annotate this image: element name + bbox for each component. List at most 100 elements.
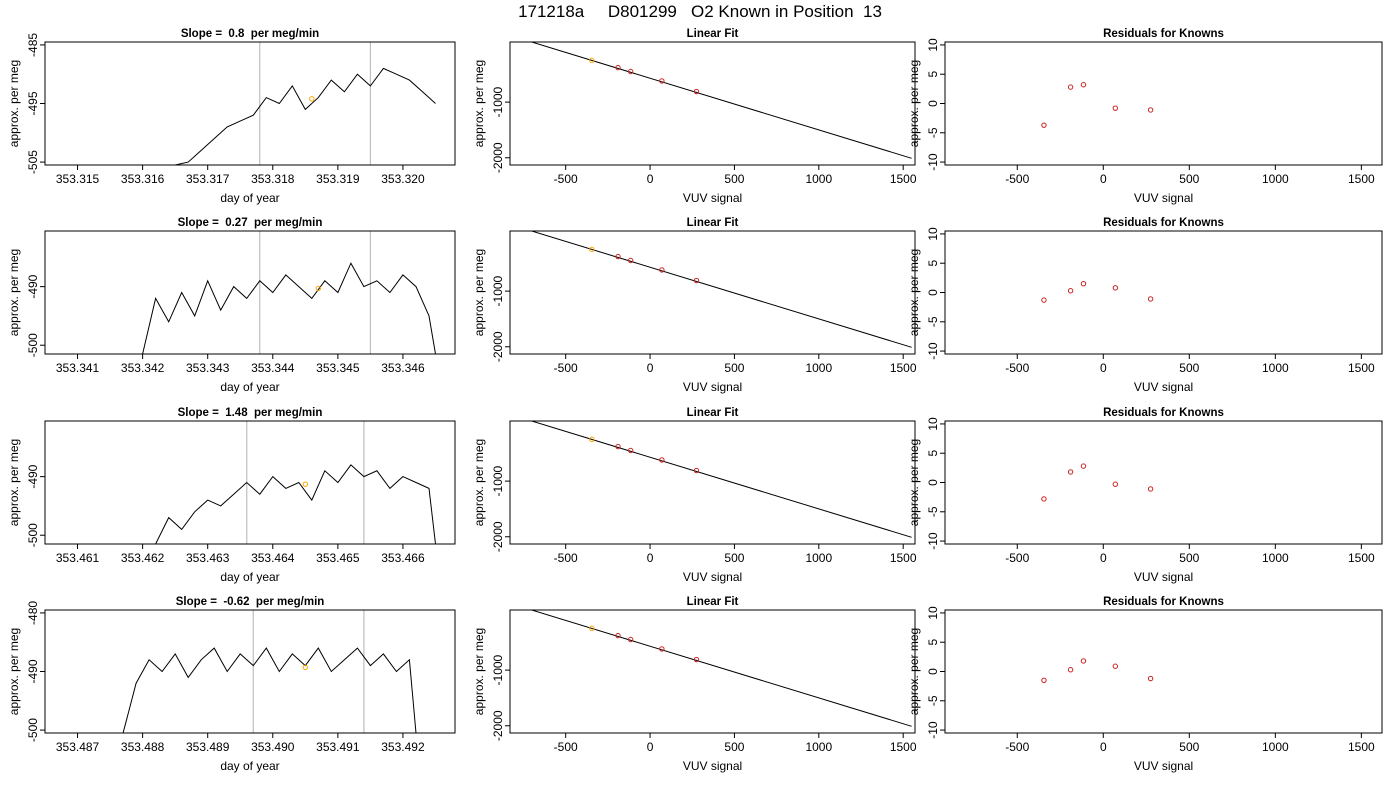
y-tick-label: -10 — [926, 342, 940, 360]
x-tick-label: 353.488 — [121, 740, 165, 754]
reference-point — [309, 96, 315, 102]
data-point — [1147, 486, 1154, 492]
data-point — [1041, 677, 1047, 683]
y-tick-label: -495 — [26, 91, 40, 115]
x-tick-label: 353.341 — [56, 361, 100, 375]
x-tick-label: 0 — [647, 361, 654, 375]
x-axis-label: VUV signal — [683, 759, 742, 773]
y-tick-label: -10 — [926, 532, 940, 550]
x-tick-label: 353.464 — [251, 551, 295, 565]
y-tick-label: -1000 — [491, 275, 505, 306]
x-axis-label: VUV signal — [1134, 380, 1193, 394]
y-axis-label: approx. per meg — [907, 60, 921, 147]
plot-frame — [509, 609, 916, 734]
panel-9: Residuals for Knowns -500 0 500 1000 1500 10 5 0… — [907, 407, 1383, 584]
fit-line — [529, 231, 912, 348]
signal-trace — [175, 67, 436, 165]
panel-5: Linear Fit -500 0 500 1000 1500 -1000 -2000 VUV … — [472, 217, 917, 394]
x-tick-label: 353.492 — [381, 740, 425, 754]
y-axis-label: approx. per meg — [907, 628, 921, 715]
x-axis-label: VUV signal — [683, 570, 742, 584]
panel-title: Residuals for Knowns — [1103, 28, 1224, 40]
data-point — [589, 246, 595, 253]
y-tick-label: -2000 — [491, 331, 505, 362]
data-point — [1147, 296, 1154, 302]
y-tick-label: -500 — [26, 718, 40, 742]
data-point — [1041, 297, 1047, 303]
y-tick-label: -10 — [926, 153, 940, 171]
panel-title: Slope = 1.48 per meg/min — [178, 407, 323, 419]
x-tick-label: 353.342 — [121, 361, 165, 375]
panel-2: Linear Fit -500 0 500 1000 1500 -1000 -2000 VUV … — [472, 28, 917, 205]
x-tick-label: 1500 — [890, 740, 917, 754]
x-tick-label: 0 — [647, 740, 654, 754]
data-point — [693, 277, 700, 284]
y-axis-label: approx. per meg — [472, 439, 486, 526]
x-tick-label: 500 — [724, 740, 744, 754]
y-tick-label: -5 — [926, 127, 940, 138]
data-point — [1112, 285, 1119, 291]
x-tick-label: 1500 — [1348, 172, 1375, 186]
y-axis-label: approx. per meg — [7, 439, 21, 526]
y-tick-label: -1000 — [491, 465, 505, 496]
x-tick-label: 353.317 — [186, 172, 230, 186]
panel-11: Linear Fit -500 0 500 1000 1500 -1000 -2000 VUV … — [472, 596, 917, 773]
y-tick-label: 0 — [926, 479, 940, 486]
x-tick-label: 0 — [1100, 172, 1107, 186]
y-tick-label: -480 — [26, 601, 40, 625]
x-tick-label: 1000 — [805, 361, 832, 375]
x-tick-label: 1000 — [1262, 740, 1289, 754]
y-axis-label: approx. per meg — [7, 628, 21, 715]
panel-10: Slope = -0.62 per meg/min 353.487 353.488 3… — [7, 596, 456, 773]
data-point — [1080, 82, 1087, 88]
signal-trace — [142, 262, 436, 354]
y-tick-label: -10 — [926, 721, 940, 739]
panel-1: Slope = 0.8 per meg/min 353.315 353.316 353… — [7, 28, 456, 205]
x-tick-label: 353.466 — [381, 551, 425, 565]
x-tick-label: 353.487 — [56, 740, 100, 754]
x-tick-label: -500 — [554, 551, 578, 565]
y-axis-label: approx. per meg — [7, 249, 21, 336]
x-tick-label: 500 — [1179, 551, 1199, 565]
data-point — [659, 457, 665, 463]
x-tick-label: -500 — [1005, 361, 1029, 375]
data-point — [1080, 281, 1087, 287]
panel-4: Slope = 0.27 per meg/min 353.341 353.342 35… — [7, 217, 456, 394]
x-tick-label: 353.344 — [251, 361, 295, 375]
x-tick-label: 0 — [647, 172, 654, 186]
plot-frame — [944, 609, 1383, 734]
panel-8: Linear Fit -500 0 500 1000 1500 -1000 -2000 VUV … — [472, 407, 917, 584]
y-tick-label: -490 — [26, 464, 40, 488]
data-point — [1080, 463, 1087, 469]
panel-3: Residuals for Knowns -500 0 500 1000 1500 10 5 0… — [907, 28, 1383, 205]
plot-frame — [44, 420, 456, 545]
plot-frame — [44, 230, 456, 355]
figure-title: 171218a D801299 O2 Known in Position 13 — [518, 2, 882, 21]
x-tick-label: 353.465 — [316, 551, 360, 565]
plot-frame — [944, 230, 1383, 355]
y-tick-label: 0 — [926, 668, 940, 675]
y-tick-label: 10 — [926, 227, 940, 241]
x-tick-label: 353.463 — [186, 551, 230, 565]
data-point — [1147, 107, 1154, 113]
panel-title: Residuals for Knowns — [1103, 407, 1224, 419]
y-tick-label: 5 — [926, 260, 940, 267]
panel-title: Linear Fit — [687, 596, 739, 608]
x-axis-label: day of year — [220, 759, 279, 773]
x-tick-label: 353.346 — [381, 361, 425, 375]
y-tick-label: -505 — [26, 150, 40, 174]
x-tick-label: 353.320 — [381, 172, 425, 186]
data-point — [1041, 122, 1047, 128]
x-tick-label: 500 — [724, 361, 744, 375]
x-tick-label: 353.315 — [56, 172, 100, 186]
y-tick-label: 10 — [926, 606, 940, 620]
data-point — [1147, 675, 1154, 682]
data-point — [1067, 469, 1074, 475]
x-tick-label: 1500 — [1348, 740, 1375, 754]
x-tick-label: 353.319 — [316, 172, 360, 186]
panel-6: Residuals for Knowns -500 0 500 1000 1500 10 5 0… — [907, 217, 1383, 394]
x-tick-label: 0 — [1100, 551, 1107, 565]
plot-frame — [509, 41, 916, 166]
y-tick-label: 0 — [926, 289, 940, 296]
panel-title: Linear Fit — [687, 407, 739, 419]
